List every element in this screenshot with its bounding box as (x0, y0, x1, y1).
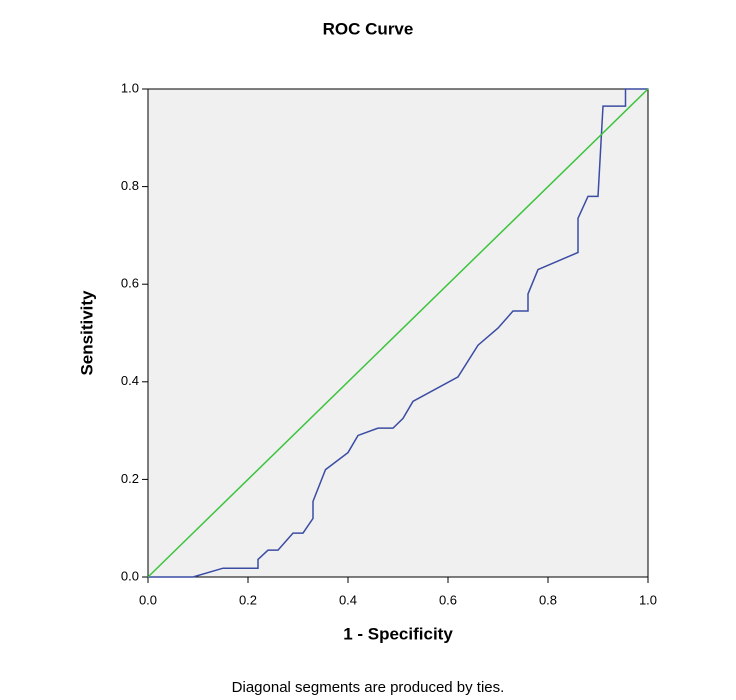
x-axis-label: 1 - Specificity (343, 624, 453, 643)
roc-line (147, 88, 649, 578)
x-tick-label: 0.0 (139, 592, 157, 607)
x-tick-label: 0.4 (339, 592, 357, 607)
y-tick-label: 0.0 (121, 568, 139, 583)
y-tick-label: 1.0 (121, 80, 139, 95)
x-tick-label: 0.2 (239, 592, 257, 607)
chart-title: ROC Curve (323, 19, 414, 38)
y-axis-label: Sensitivity (77, 290, 96, 376)
y-tick-label: 0.2 (121, 471, 139, 486)
y-tick-label: 0.4 (121, 373, 139, 388)
x-tick-label: 0.8 (539, 592, 557, 607)
roc-line (148, 88, 648, 578)
x-tick-label: 1.0 (639, 592, 657, 607)
x-tick-label: 0.6 (439, 592, 457, 607)
y-tick-label: 0.6 (121, 276, 139, 291)
footnote: Diagonal segments are produced by ties. (232, 679, 505, 696)
y-tick-label: 0.8 (121, 178, 139, 193)
